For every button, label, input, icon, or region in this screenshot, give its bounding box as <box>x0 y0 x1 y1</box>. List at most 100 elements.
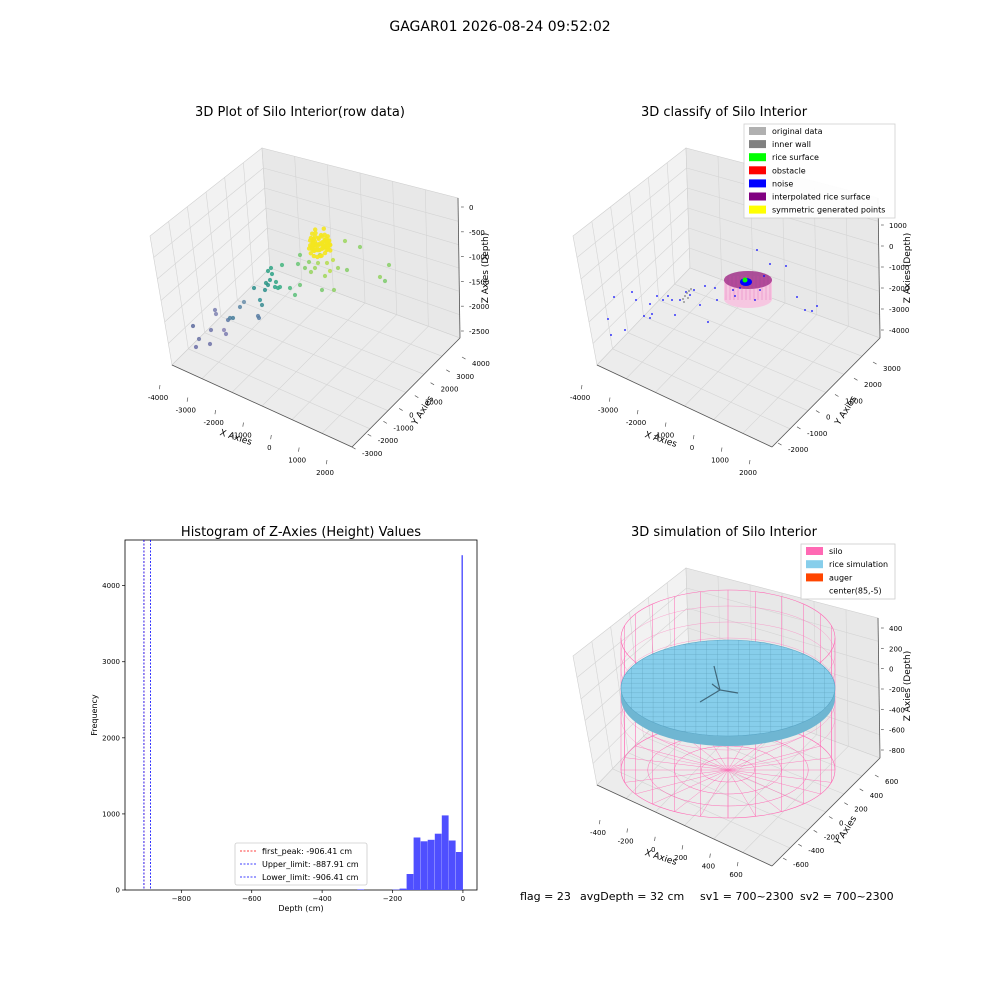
z-tick-label: -1500 <box>469 278 489 286</box>
noise-point <box>649 303 651 305</box>
noise-point <box>674 314 676 316</box>
raw-data-point <box>265 268 271 274</box>
y-tick-label: -200 <box>824 833 840 841</box>
axis-line <box>877 617 881 759</box>
silo-wireframe <box>652 769 729 805</box>
noise-point <box>643 315 645 317</box>
x-tick-label: -2000 <box>626 419 646 427</box>
y-tick-label: 0 <box>409 411 413 419</box>
x-tick-mark <box>709 853 711 858</box>
noise-point <box>763 275 765 277</box>
x-tick-label: 0 <box>267 444 271 452</box>
inner-wall-point <box>684 295 686 297</box>
x-tick-label: -1000 <box>654 432 674 440</box>
raw-data-point <box>344 267 350 273</box>
axis-line <box>351 337 461 448</box>
y-tick-mark <box>351 446 356 450</box>
raw-data-point <box>221 327 227 333</box>
x-tick-label: -4000 <box>570 394 590 402</box>
silo-wireframe <box>727 769 832 783</box>
legend-swatch <box>749 205 766 214</box>
panel-simulation-zlabel: Z Axies (Depth) <box>903 651 913 722</box>
noise-point <box>689 294 691 296</box>
z-tick-label: -1000 <box>469 254 489 262</box>
y-tick-label: 3000 <box>102 658 120 666</box>
raw-data-point <box>297 282 303 288</box>
silo-wireframe <box>624 757 729 771</box>
raw-data-point <box>212 307 218 313</box>
grid-line <box>686 587 879 642</box>
raw-data-point <box>193 344 199 350</box>
z-tick-label: -1000 <box>889 264 909 272</box>
z-tick-label: 200 <box>889 645 902 653</box>
x-tick-mark <box>325 459 328 465</box>
z-tick-label: -600 <box>889 727 905 735</box>
noise-point <box>693 289 695 291</box>
raw-data-point <box>279 262 285 268</box>
raw-data-point <box>230 315 236 321</box>
legend-label: symmetric generated points <box>772 206 885 215</box>
raw-data-point <box>311 253 317 259</box>
raw-data-point <box>342 238 348 244</box>
legend-label: noise <box>772 179 793 188</box>
x-tick-mark <box>608 397 611 402</box>
legend-swatch <box>749 166 766 175</box>
raw-data-point <box>267 277 273 283</box>
legend-label: first_peak: -906.41 cm <box>262 847 352 856</box>
x-tick-mark <box>736 861 739 867</box>
noise-point <box>759 289 761 291</box>
noise-point <box>704 285 706 287</box>
status-avg-depth: avgDepth = 32 cm <box>580 890 684 903</box>
silo-wireframe <box>727 769 804 805</box>
legend-label: Lower_limit: -906.41 cm <box>262 873 359 882</box>
noise-point <box>754 299 756 301</box>
y-tick-mark <box>782 857 787 861</box>
noise-point <box>811 310 813 312</box>
raw-data-point <box>277 284 283 290</box>
raw-data-point <box>318 253 323 259</box>
raw-data-point <box>314 247 319 253</box>
raw-data-point <box>295 261 301 267</box>
raw-data-point <box>306 259 312 265</box>
z-tick-label: 1000 <box>889 222 907 230</box>
x-tick-label: −600 <box>242 895 261 903</box>
y-tick-label: 2000 <box>864 381 882 389</box>
raw-data-point <box>262 287 268 293</box>
legend-swatch <box>749 179 766 188</box>
legend-frame <box>743 123 896 219</box>
z-tick-label: 0 <box>889 666 893 674</box>
legend-swatch <box>749 140 766 149</box>
histogram-bar <box>420 841 428 890</box>
silo-wireframe <box>727 745 821 771</box>
histogram-vlines <box>143 540 151 890</box>
raw-data-point <box>292 292 298 298</box>
x-tick-mark <box>214 409 217 415</box>
z-tick-label: 0 <box>889 243 893 251</box>
raw-data-point <box>327 238 332 243</box>
histogram-ticks: −800 −600 −400 −200 0 0 1000 2000 3000 4000 <box>102 582 465 903</box>
raw-data-point <box>259 302 265 308</box>
y-tick-label: 2000 <box>441 386 459 394</box>
x-tick-label: 600 <box>729 871 742 879</box>
y-tick-mark <box>398 408 403 411</box>
noise-point <box>635 299 637 301</box>
raw-data-point <box>319 246 325 251</box>
panel-classify-legend: original data inner wall rice surface obsta… <box>743 123 896 219</box>
histogram-title: Histogram of Z-Axies (Height) Values <box>181 525 421 540</box>
axis-line <box>596 784 773 867</box>
panel-classify-3d: 3D classify of Silo Interior -4000-3000-… <box>570 105 913 477</box>
histogram-bar <box>399 888 407 890</box>
raw-data-point <box>237 304 243 310</box>
panel-classify-points <box>607 249 818 336</box>
raw-data-point <box>257 297 263 303</box>
legend-swatch <box>806 573 823 582</box>
y-tick-label: 4000 <box>102 582 120 590</box>
y-tick-label: 400 <box>870 792 883 800</box>
grid-line <box>742 326 849 434</box>
raw-data-point <box>316 235 321 240</box>
silo-wireframe <box>727 735 804 771</box>
histogram-bar <box>427 839 435 890</box>
raw-data-point <box>322 250 328 256</box>
legend-swatch <box>749 153 766 162</box>
raw-data-point <box>308 269 314 275</box>
